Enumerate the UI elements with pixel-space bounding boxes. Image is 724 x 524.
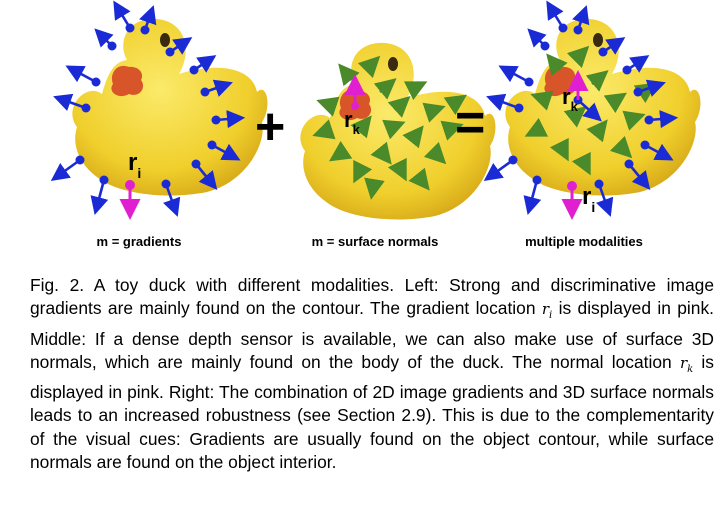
label-gradients: m = gradients [96, 234, 182, 249]
surface-normal-arrow-icon [312, 55, 467, 200]
rubber-duck-image [505, 18, 701, 196]
duck-combined-panel: rk ri [483, 0, 701, 220]
ri-label: ri [582, 183, 595, 215]
label-surface-normals: m = surface normals [311, 234, 439, 249]
gradient-arrow-icon [50, 0, 246, 217]
equals-operator: = [455, 94, 485, 152]
duck-figure: ri + rk [50, 0, 701, 220]
ri-label: ri [128, 149, 141, 181]
figure-caption: Fig. 2. A toy duck with different modali… [30, 275, 714, 473]
duck-gradients-panel: ri [50, 0, 268, 220]
label-multiple-modalities: multiple modalities [525, 234, 643, 249]
rk-label: rk [344, 107, 361, 137]
rubber-duck-image [72, 18, 268, 196]
rk-label: rk [562, 84, 579, 114]
plus-operator: + [255, 98, 285, 156]
duck-normals-panel: rk [300, 42, 496, 220]
